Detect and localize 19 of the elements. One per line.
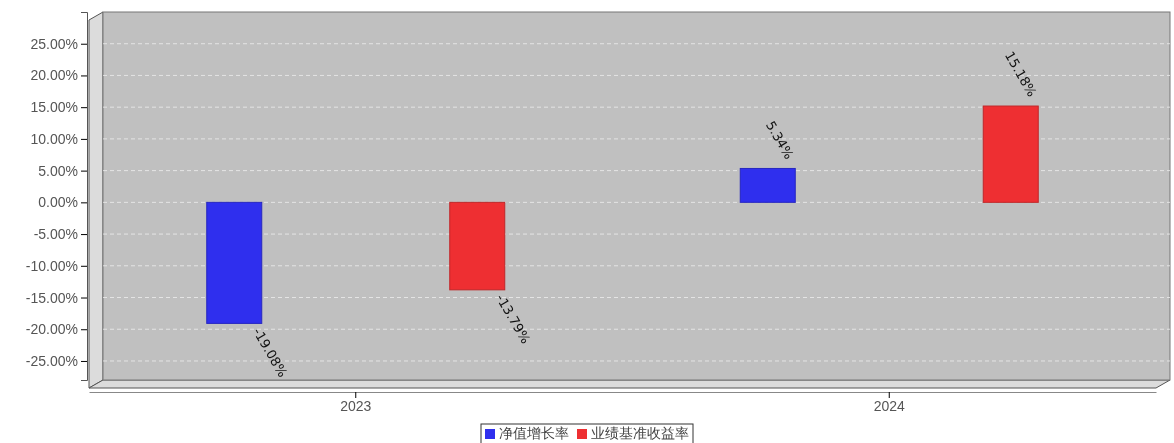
y-tick-label: 10.00% [30,130,78,147]
y-tick-label: -5.00% [33,226,78,243]
y-tick-label: -10.00% [25,257,78,274]
bar [449,201,506,291]
bar [982,105,1039,203]
y-tick-label: 15.00% [30,99,78,116]
y-tick-label: 5.00% [38,162,78,179]
x-tick-label: 2024 [873,397,906,414]
y-tick-label: 25.00% [30,35,78,52]
y-tick-label: -20.00% [25,321,78,338]
legend-label: 净值增长率 [499,425,569,441]
bar [206,201,263,324]
legend-label: 业绩基准收益率 [591,425,689,441]
x-tick-label: 2023 [340,397,372,414]
y-tick-label: -25.00% [25,352,78,369]
y-tick-label: 0.00% [38,194,78,211]
y-tick-label: -15.00% [25,289,78,306]
bar [739,167,796,203]
y-tick-label: 20.00% [30,67,78,84]
